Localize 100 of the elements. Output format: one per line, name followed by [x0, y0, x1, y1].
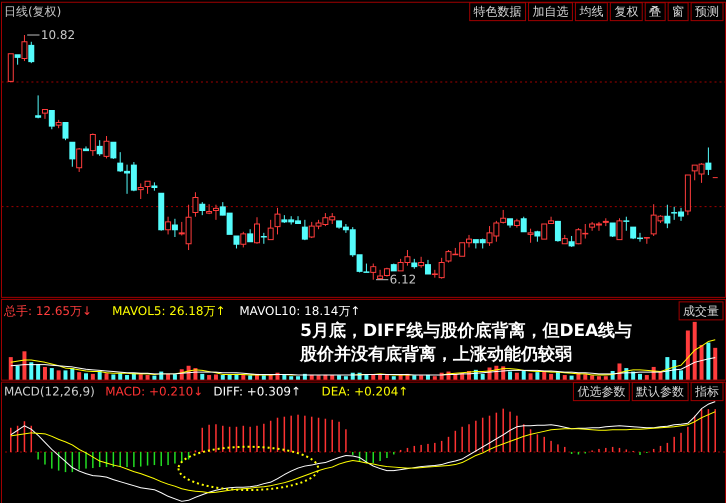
bar [508, 372, 512, 380]
bar [56, 370, 61, 380]
bar [583, 374, 588, 380]
candlestick [233, 235, 240, 249]
bar [596, 376, 601, 380]
candlestick [21, 34, 28, 62]
bar [84, 373, 88, 380]
chart-title: 日线(复权) [4, 4, 62, 19]
candlestick [520, 216, 527, 232]
bar [535, 372, 540, 380]
candlestick [104, 136, 110, 159]
bar [146, 375, 150, 380]
bar [679, 370, 684, 380]
candlestick [534, 230, 540, 242]
bar [16, 366, 20, 380]
bar [36, 364, 40, 380]
bar [412, 376, 416, 380]
text: DIFF: +0.309↑ [213, 384, 302, 399]
bar [570, 376, 574, 380]
bar [248, 376, 252, 380]
bar [70, 368, 74, 380]
annotation: 10.82 [40, 28, 76, 42]
bar [344, 376, 348, 380]
text: MACD: +0.210↓ [105, 384, 204, 399]
bar [522, 370, 526, 380]
candlestick [90, 132, 96, 156]
bar [172, 374, 177, 380]
bar [50, 368, 54, 380]
bar [432, 376, 437, 380]
bar [42, 366, 47, 380]
candlestick [48, 110, 55, 130]
candlestick [664, 204, 670, 229]
bar [296, 376, 300, 380]
bar [638, 374, 642, 380]
candlestick [206, 204, 212, 215]
bar [138, 374, 143, 380]
annotation: 复权 [614, 4, 638, 19]
candlestick [212, 204, 219, 220]
text: DEA: +0.204↑ [322, 384, 408, 399]
candlestick [554, 220, 561, 242]
text: 默认参数 [635, 384, 684, 399]
annotation: 叠 [649, 4, 662, 19]
annotation: 6.12 [390, 272, 416, 287]
annotation: 窗 [672, 4, 684, 19]
candlestick [418, 256, 424, 268]
candlestick [199, 202, 206, 216]
bar [562, 375, 567, 380]
candlestick [424, 259, 431, 275]
bar [241, 375, 246, 380]
bar [125, 375, 130, 380]
candlestick [616, 218, 622, 240]
candlestick [35, 94, 42, 119]
bar [282, 375, 286, 380]
text: MAVOL10: 18.14万↑ [239, 304, 360, 318]
annotation: 加自选 [532, 4, 568, 19]
candlestick [254, 216, 260, 244]
bar [22, 351, 26, 380]
candlestick [144, 180, 151, 194]
bar [364, 375, 368, 380]
bar [713, 348, 718, 380]
text: 总手: 12.65万↓ [2, 304, 92, 318]
candlestick [28, 41, 34, 64]
bar [152, 376, 156, 380]
bar [686, 330, 690, 380]
annotation: 特色数据 [474, 4, 522, 19]
candlestick [110, 142, 116, 160]
bar [590, 376, 594, 380]
bar [700, 344, 704, 380]
text: 优选参数 [577, 384, 626, 399]
bar [644, 375, 649, 380]
bar [8, 357, 13, 380]
bar [419, 376, 424, 380]
candlestick [14, 54, 21, 66]
candlestick [302, 219, 308, 241]
bar [262, 376, 266, 380]
bar [316, 376, 321, 380]
text: 成交量 [683, 304, 720, 318]
candlestick [192, 192, 198, 218]
bar [104, 373, 109, 380]
bar [289, 376, 294, 380]
chart-title: MACD(12,26,9) [4, 384, 95, 399]
candlestick [610, 222, 616, 238]
candlestick [260, 232, 267, 244]
bar [220, 375, 225, 380]
bar [77, 372, 82, 380]
bar [514, 372, 519, 380]
candlestick [568, 235, 575, 248]
candlestick [42, 108, 48, 120]
bar [111, 374, 116, 380]
bar [528, 373, 533, 380]
bar [604, 376, 608, 380]
candlestick [705, 146, 712, 176]
bar [214, 374, 218, 380]
bar [549, 374, 554, 380]
annotation: 5月底，DIFF线与股价底背离，但DEA线与股价并没有底背离，上涨动能仍较弱 [299, 320, 632, 364]
bar [29, 362, 34, 380]
text: MAVOL5: 26.18万↑ [112, 304, 226, 318]
text: 指标 [694, 384, 720, 399]
candlestick [76, 147, 82, 172]
bar [207, 375, 212, 380]
